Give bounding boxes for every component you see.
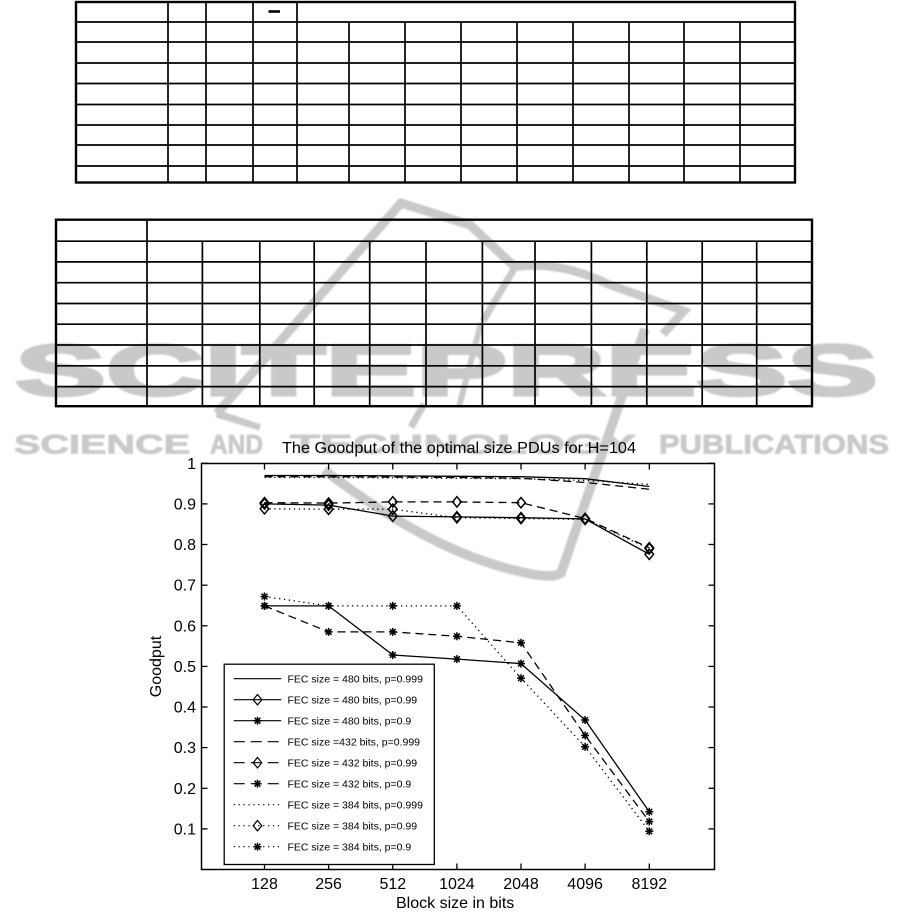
svg-text:4096: 4096 xyxy=(567,876,603,893)
svg-text:Goodput: Goodput xyxy=(148,635,165,697)
svg-text:0.8: 0.8 xyxy=(174,537,196,554)
svg-text:512: 512 xyxy=(379,876,406,893)
svg-text:AND: AND xyxy=(210,430,263,460)
svg-text:1024: 1024 xyxy=(439,876,475,893)
svg-text:FEC size = 480 bits, p=0.9: FEC size = 480 bits, p=0.9 xyxy=(288,716,412,728)
svg-text:0.2: 0.2 xyxy=(174,781,196,798)
svg-text:0.5: 0.5 xyxy=(174,659,196,676)
svg-text:8192: 8192 xyxy=(632,876,668,893)
svg-text:FEC size = 384 bits, p=0.999: FEC size = 384 bits, p=0.999 xyxy=(288,800,424,812)
svg-text:FEC size = 432 bits, p=0.99: FEC size = 432 bits, p=0.99 xyxy=(288,758,418,770)
svg-text:Block size in bits: Block size in bits xyxy=(396,895,514,910)
svg-text:256: 256 xyxy=(315,876,342,893)
svg-text:FEC size = 384 bits, p=0.9: FEC size = 384 bits, p=0.9 xyxy=(288,842,412,854)
svg-text:0.6: 0.6 xyxy=(174,618,196,635)
svg-text:0.1: 0.1 xyxy=(174,821,196,838)
svg-text:0.4: 0.4 xyxy=(174,700,196,717)
svg-text:FEC size =432 bits, p=0.999: FEC size =432 bits, p=0.999 xyxy=(288,737,421,749)
svg-text:FEC size = 480 bits, p=0.999: FEC size = 480 bits, p=0.999 xyxy=(288,674,424,686)
svg-text:0.3: 0.3 xyxy=(174,740,196,757)
svg-text:FEC size = 480 bits, p=0.99: FEC size = 480 bits, p=0.99 xyxy=(288,695,418,707)
svg-text:TECHNOLOGY: TECHNOLOGY xyxy=(290,430,636,460)
svg-text:0.7: 0.7 xyxy=(174,578,196,595)
svg-text:The Goodput of the optimal siz: The Goodput of the optimal size PDUs for… xyxy=(282,440,636,457)
svg-text:128: 128 xyxy=(251,876,278,893)
svg-text:SCIENCE: SCIENCE xyxy=(14,430,190,460)
svg-text:PUBLICATIONS: PUBLICATIONS xyxy=(659,430,889,460)
svg-text:FEC size = 432 bits, p=0.9: FEC size = 432 bits, p=0.9 xyxy=(288,779,412,791)
svg-text:FEC size = 384 bits, p=0.99: FEC size = 384 bits, p=0.99 xyxy=(288,821,418,833)
svg-text:SCITEPRESS: SCITEPRESS xyxy=(15,331,878,411)
svg-text:0.9: 0.9 xyxy=(174,496,196,513)
svg-text:2048: 2048 xyxy=(503,876,539,893)
svg-text:1: 1 xyxy=(187,456,196,473)
